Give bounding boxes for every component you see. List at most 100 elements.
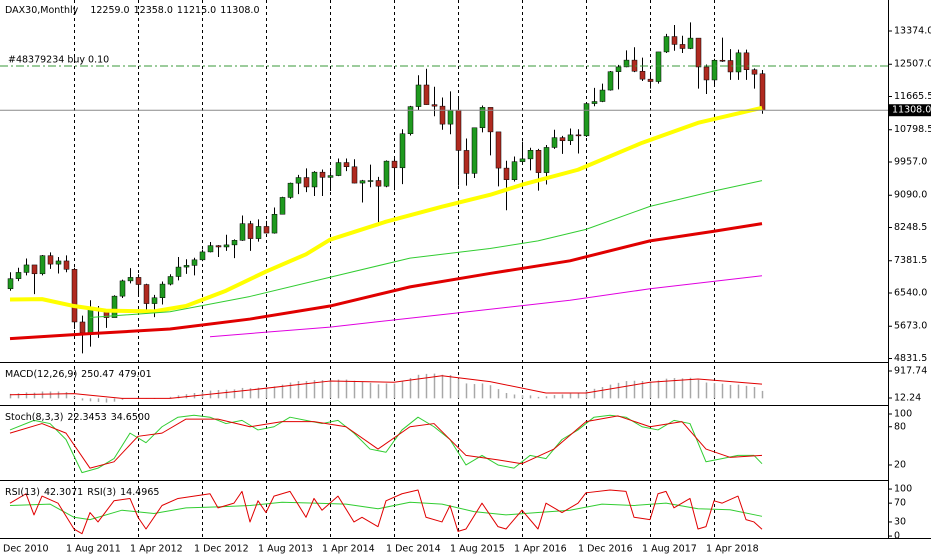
panel-title: DAX30,Monthly 12259.0 12358.0 11215.0 11308.… bbox=[5, 5, 260, 16]
candle-body bbox=[687, 37, 694, 49]
candle-body bbox=[231, 240, 238, 246]
candle-body bbox=[263, 226, 270, 234]
y-tick-label: 80 bbox=[894, 421, 906, 432]
candle-body bbox=[127, 277, 134, 282]
candle-body bbox=[591, 101, 598, 104]
candle-body bbox=[711, 59, 718, 81]
panel-readout: 250.47 bbox=[81, 369, 114, 380]
indicator-line bbox=[9, 105, 763, 314]
indicator-line bbox=[9, 222, 763, 341]
candle-body bbox=[303, 177, 310, 188]
y-tick-label: 100 bbox=[894, 484, 912, 495]
candle-body bbox=[279, 197, 286, 215]
x-tick-label: 1 Apr 2012 bbox=[130, 544, 183, 555]
candle-body bbox=[343, 162, 350, 168]
candle-body bbox=[175, 266, 182, 277]
panel-title: RSI(13) 42.3071 RSI(3) 14.4965 bbox=[5, 487, 159, 498]
candle-body bbox=[375, 180, 382, 187]
candle-body bbox=[367, 180, 374, 182]
candle-body bbox=[71, 269, 78, 323]
candle-body bbox=[47, 255, 54, 265]
panel-readout: 479.01 bbox=[118, 369, 151, 380]
panel-readout: RSI(3) bbox=[87, 487, 116, 498]
candle-body bbox=[663, 36, 670, 53]
candle-body bbox=[743, 52, 750, 70]
candle-body bbox=[599, 89, 606, 102]
candle-body bbox=[247, 223, 254, 239]
candle-body bbox=[159, 283, 166, 299]
candle-body bbox=[415, 84, 422, 107]
candle-body bbox=[703, 66, 710, 81]
panel-readout: DAX30,Monthly bbox=[5, 5, 79, 16]
candle-body bbox=[503, 167, 510, 180]
candle-body bbox=[191, 259, 198, 266]
indicator-line bbox=[9, 501, 763, 521]
candle-body bbox=[311, 171, 318, 188]
candle-body bbox=[319, 171, 326, 178]
candle-body bbox=[439, 105, 446, 125]
x-tick-label: 1 Apr 2016 bbox=[514, 544, 567, 555]
candle-body bbox=[167, 276, 174, 285]
candle-body bbox=[719, 59, 726, 62]
candle-body bbox=[143, 284, 150, 304]
candle-body bbox=[639, 70, 646, 80]
y-tick-label: 4831.5 bbox=[894, 353, 927, 364]
y-tick-label: 12507.0 bbox=[894, 59, 931, 70]
y-tick-label: 8248.5 bbox=[894, 222, 927, 233]
panel-readout: 12358.0 bbox=[134, 5, 173, 16]
candle-body bbox=[431, 104, 438, 107]
candle-body bbox=[647, 78, 654, 82]
candle-body bbox=[447, 109, 454, 125]
y-tick-label: 70 bbox=[894, 498, 906, 509]
candle-body bbox=[135, 277, 142, 285]
candle-body bbox=[487, 107, 494, 133]
candle-body bbox=[327, 175, 334, 178]
candle-body bbox=[559, 137, 566, 142]
candle-body bbox=[39, 255, 46, 275]
y-tick-label: 100 bbox=[894, 409, 912, 420]
candle-body bbox=[55, 260, 62, 265]
indicator-line bbox=[9, 489, 763, 535]
panel-readout: 11215.0 bbox=[177, 5, 216, 16]
candle-body bbox=[455, 109, 462, 151]
panel-readout: MACD(12,26,9) bbox=[5, 369, 77, 380]
candle-body bbox=[495, 131, 502, 169]
indicator-line bbox=[209, 275, 763, 338]
y-tick-label: 12.24 bbox=[894, 392, 921, 403]
panel-readout: RSI(13) bbox=[5, 487, 40, 498]
x-tick-label: 1 Aug 2015 bbox=[450, 544, 505, 555]
x-tick-label: 1 Aug 2011 bbox=[66, 544, 121, 555]
candle-body bbox=[615, 66, 622, 72]
candle-body bbox=[679, 44, 686, 49]
y-tick-label: 5673.0 bbox=[894, 321, 927, 332]
y-tick-label: 20 bbox=[894, 459, 906, 470]
candle-body bbox=[751, 69, 758, 75]
candle-body bbox=[511, 161, 518, 180]
candle-body bbox=[151, 297, 158, 304]
x-tick-label: 1 Apr 2018 bbox=[706, 544, 759, 555]
panel-readout: 34.6500 bbox=[111, 412, 150, 423]
y-tick-label: 917.74 bbox=[894, 365, 927, 376]
panel-readout: Stoch(8,3,3) bbox=[5, 412, 63, 423]
panel-title: MACD(12,26,9) 250.47 479.01 bbox=[5, 369, 152, 380]
candle-body bbox=[31, 264, 38, 275]
candle-body bbox=[567, 134, 574, 142]
x-tick-label: 1 Apr 2014 bbox=[322, 544, 375, 555]
price-tag bbox=[889, 104, 931, 117]
panel-readout: 11308.0 bbox=[220, 5, 259, 16]
candle-body bbox=[119, 280, 126, 297]
candle-body bbox=[583, 103, 590, 137]
candle-body bbox=[407, 106, 414, 135]
panel-readout: 14.4965 bbox=[120, 487, 159, 498]
candle-body bbox=[87, 308, 94, 334]
x-tick-label: 1 Dec 2016 bbox=[578, 544, 633, 555]
price-tag-label: 11308.0 bbox=[892, 105, 931, 116]
candle-body bbox=[735, 52, 742, 73]
x-tick-label: 1 Aug 2013 bbox=[258, 544, 313, 555]
candle-body bbox=[527, 150, 534, 160]
candle-body bbox=[399, 133, 406, 169]
order-label: #48379234 buy 0.10 bbox=[8, 55, 109, 66]
candle-body bbox=[471, 127, 478, 174]
panel-readout: 12259.0 bbox=[90, 5, 129, 16]
y-tick-label: 30 bbox=[894, 516, 906, 527]
